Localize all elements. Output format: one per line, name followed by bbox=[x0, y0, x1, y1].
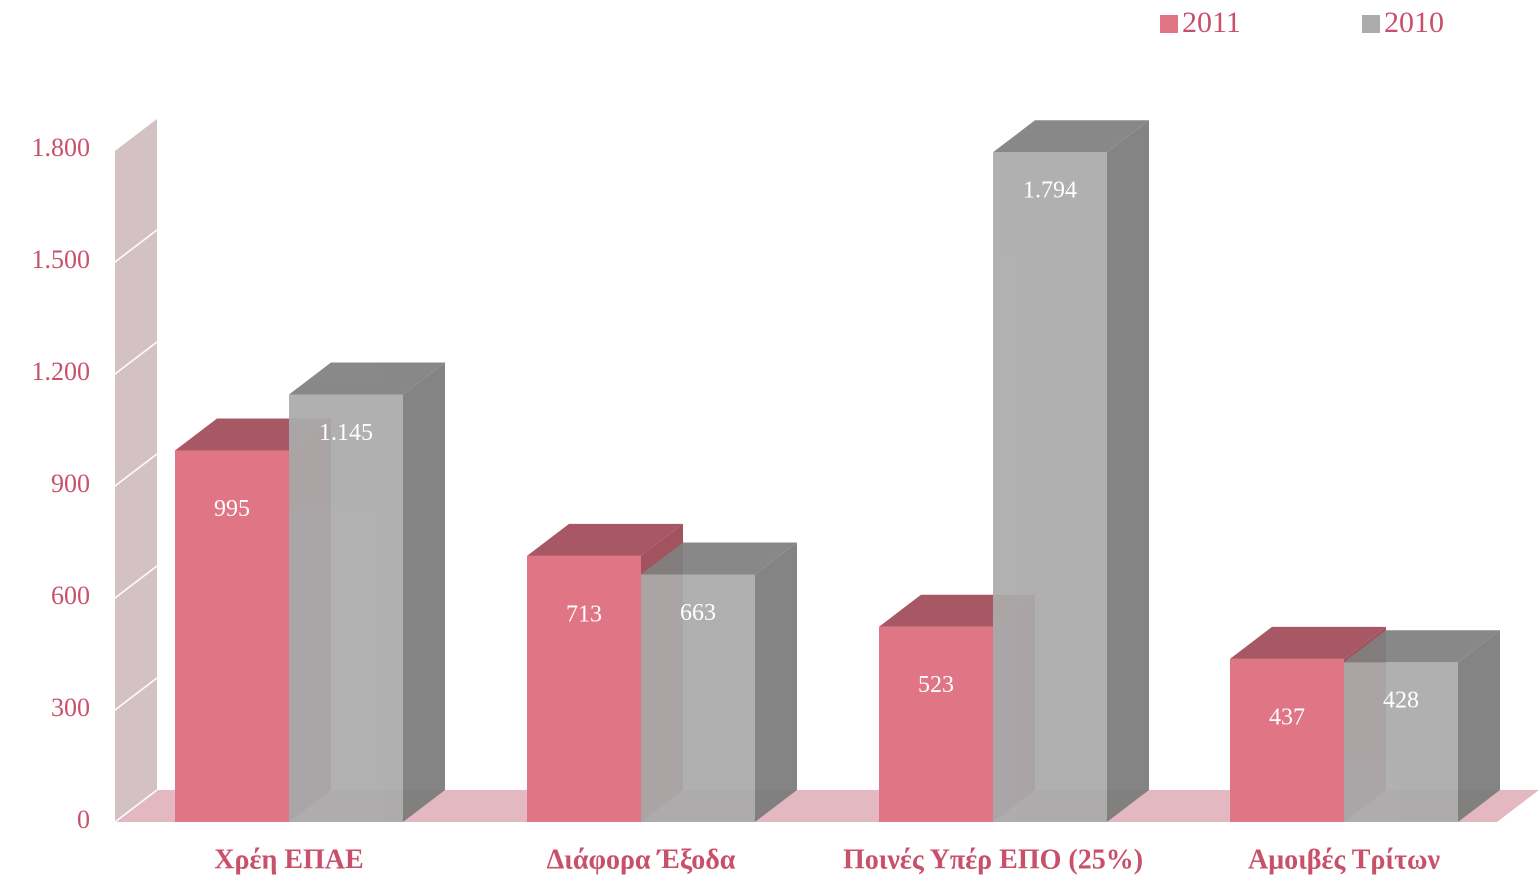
legend-label: 2010 bbox=[1384, 6, 1444, 39]
data-label: 1.794 bbox=[1023, 178, 1077, 204]
bar-top bbox=[1344, 630, 1500, 663]
bar bbox=[993, 120, 1149, 823]
data-label: 1.145 bbox=[319, 420, 373, 446]
data-label: 663 bbox=[680, 600, 716, 626]
grid-line bbox=[114, 789, 158, 823]
grid-line bbox=[114, 229, 158, 263]
y-tick-label: 1.200 bbox=[32, 357, 91, 386]
legend-label: 2011 bbox=[1182, 6, 1241, 39]
bar-side bbox=[1458, 630, 1500, 822]
x-tick-label: Χρέη ΕΠΑΕ bbox=[214, 844, 363, 875]
bar bbox=[289, 362, 445, 822]
bar-front bbox=[993, 152, 1107, 823]
y-tick-label: 300 bbox=[51, 693, 90, 722]
y-tick-label: 900 bbox=[51, 469, 90, 498]
grid-line bbox=[114, 341, 158, 375]
x-tick-label: Ποινές Υπέρ ΕΠΟ (25%) bbox=[843, 844, 1143, 875]
bar-top bbox=[289, 362, 445, 395]
y-tick-label: 600 bbox=[51, 581, 90, 610]
bar-front bbox=[527, 555, 641, 822]
data-label: 437 bbox=[1269, 704, 1305, 730]
bar-top bbox=[993, 120, 1149, 153]
floor bbox=[115, 790, 1539, 822]
x-tick-label: Διάφορα Έξοδα bbox=[547, 844, 736, 875]
data-label: 428 bbox=[1383, 688, 1419, 714]
y-tick-label: 0 bbox=[77, 805, 90, 834]
bar-side bbox=[1107, 120, 1149, 823]
y-tick-label: 1.500 bbox=[32, 245, 91, 274]
bar-front bbox=[175, 450, 289, 822]
bar-front bbox=[879, 626, 993, 822]
bar bbox=[641, 542, 797, 822]
data-label: 995 bbox=[214, 496, 250, 522]
bar-front bbox=[1230, 658, 1344, 822]
bar-front bbox=[1344, 662, 1458, 822]
data-label: 713 bbox=[566, 601, 602, 627]
bar-top bbox=[641, 542, 797, 575]
bar-top bbox=[527, 523, 683, 556]
x-tick-label: Αμοιβές Τρίτων bbox=[1248, 844, 1441, 875]
y-tick-label: 1.800 bbox=[32, 133, 91, 162]
bar-side bbox=[755, 542, 797, 822]
bar-top bbox=[1230, 626, 1386, 659]
bar-side bbox=[403, 362, 445, 822]
legend-swatch bbox=[1362, 15, 1380, 33]
data-label: 523 bbox=[918, 672, 954, 698]
legend-swatch bbox=[1160, 15, 1178, 33]
grid-line bbox=[114, 565, 158, 599]
bar-front bbox=[641, 574, 755, 822]
grid-line bbox=[114, 453, 158, 487]
grid-line bbox=[114, 117, 158, 151]
bar bbox=[1344, 630, 1500, 822]
bar-front bbox=[289, 394, 403, 822]
grid-line bbox=[114, 677, 158, 711]
